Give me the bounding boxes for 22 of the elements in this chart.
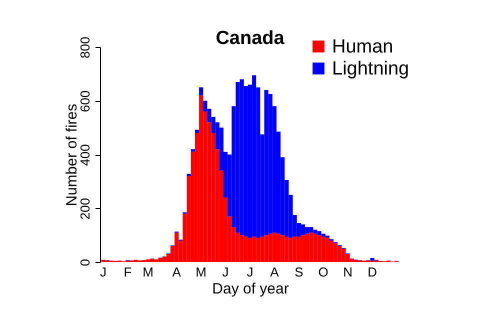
legend-label: Human bbox=[332, 36, 394, 58]
x-tick-label: F bbox=[124, 264, 132, 280]
x-tick-label: A bbox=[172, 264, 182, 280]
y-tick-label: 400 bbox=[78, 144, 92, 166]
x-tick-label: J bbox=[100, 264, 107, 280]
x-tick-label: N bbox=[343, 264, 353, 280]
y-axis-title: Number of fires bbox=[64, 104, 80, 206]
x-tick-label: J bbox=[222, 264, 229, 280]
y-tick-label: 800 bbox=[78, 36, 92, 58]
x-tick-label: M bbox=[196, 264, 207, 280]
y-tick-label: 600 bbox=[78, 90, 92, 112]
x-tick-label: A bbox=[270, 264, 280, 280]
x-tick-label: M bbox=[142, 264, 154, 280]
legend-label: Lightning bbox=[332, 58, 410, 80]
x-tick-label: S bbox=[294, 264, 304, 280]
y-tick-label: 200 bbox=[78, 198, 92, 220]
x-tick-label: J bbox=[246, 264, 254, 280]
x-tick-label: D bbox=[368, 264, 377, 280]
x-tick-label: O bbox=[318, 264, 328, 280]
chart-title: Canada bbox=[216, 28, 285, 50]
y-tick-label: 0 bbox=[78, 258, 92, 266]
x-axis-title: Day of year bbox=[212, 280, 289, 298]
